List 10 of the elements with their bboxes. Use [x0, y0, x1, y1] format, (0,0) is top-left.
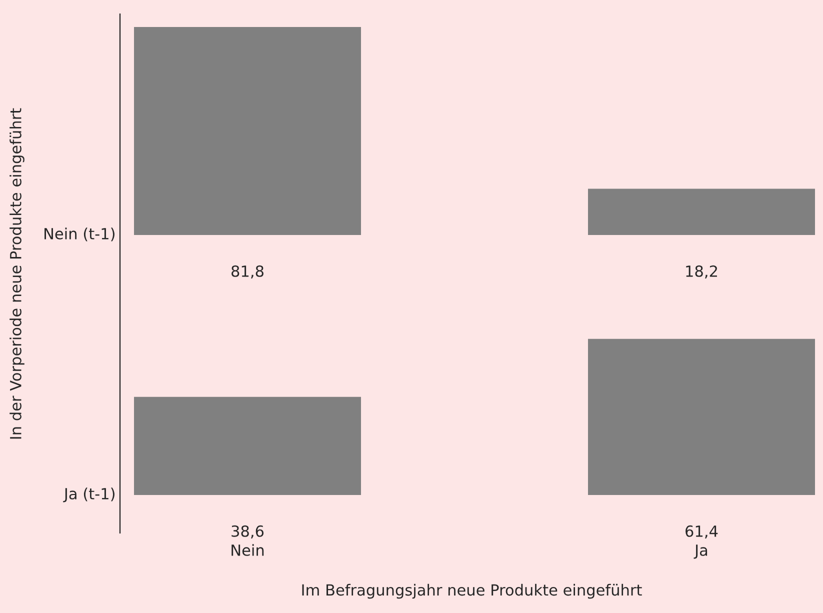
x-tick-label: Nein [232, 544, 264, 556]
data-label: 61,4 [686, 525, 718, 538]
y-axis-title: Nein (t-1) [44, 228, 114, 242]
data-label: 81,8 [232, 265, 264, 278]
data-label: 38,6 [232, 525, 264, 538]
annotation: In der Vorperiode neue Produkte eingeführt [10, 108, 24, 439]
y-axis-title: Ja (t-1) [63, 488, 114, 502]
x-tick-label: Ja [694, 544, 708, 559]
data-label: 18,2 [686, 265, 717, 278]
x-axis-title: Im Befragungsjahr neue Produkte eingeführt [302, 584, 642, 599]
